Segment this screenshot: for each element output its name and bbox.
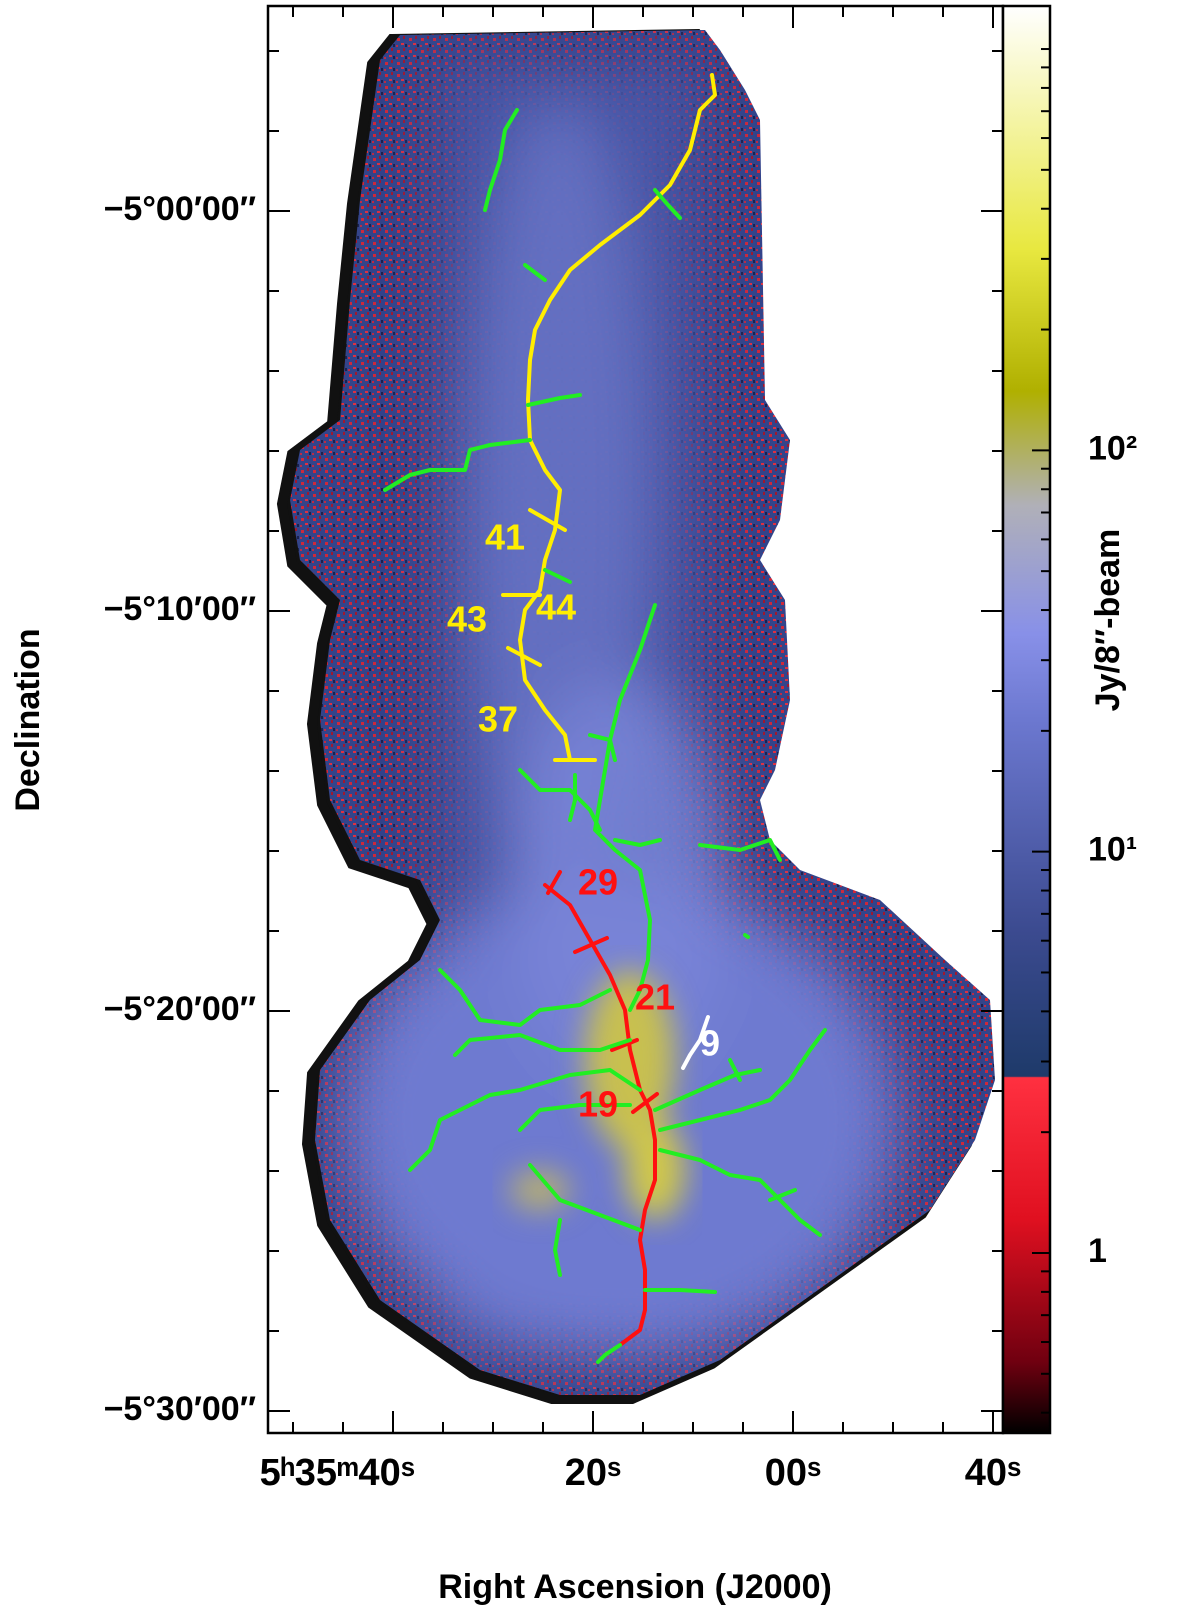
filament-label: 41 bbox=[485, 517, 525, 558]
x-tick-label: 5ʰ35ᵐ40ˢ bbox=[260, 1452, 415, 1494]
y-tick-label: −5°10′00″ bbox=[104, 590, 256, 628]
x-tick-label: 00ˢ bbox=[765, 1452, 822, 1494]
y-tick-label: −5°30′00″ bbox=[104, 1390, 256, 1428]
x-tick-label: 40ˢ bbox=[965, 1452, 1022, 1494]
filament-label: 43 bbox=[447, 599, 487, 640]
filament-label: 21 bbox=[635, 977, 675, 1018]
colorbar-label: Jy/8″-beam bbox=[1089, 529, 1127, 712]
y-tick-label: −5°00′00″ bbox=[104, 190, 256, 228]
x-axis-label: Right Ascension (J2000) bbox=[438, 1568, 832, 1606]
filament-label: 44 bbox=[536, 587, 576, 628]
filament-label: 9 bbox=[700, 1023, 720, 1064]
filaments bbox=[383, 73, 827, 1364]
filament-label: 29 bbox=[578, 862, 618, 903]
colorbar bbox=[1001, 4, 1052, 1435]
y-axis-label: Declination bbox=[9, 628, 47, 811]
colorbar-tick-label: 1 bbox=[1088, 1232, 1107, 1270]
filament-label: 19 bbox=[578, 1084, 618, 1125]
colorbar-tick-label: 10² bbox=[1088, 429, 1137, 467]
filament-label: 37 bbox=[478, 699, 518, 740]
y-tick-label: −5°20′00″ bbox=[104, 990, 256, 1028]
x-tick-label: 20ˢ bbox=[565, 1452, 622, 1494]
colorbar-tick-label: 10¹ bbox=[1088, 831, 1137, 869]
